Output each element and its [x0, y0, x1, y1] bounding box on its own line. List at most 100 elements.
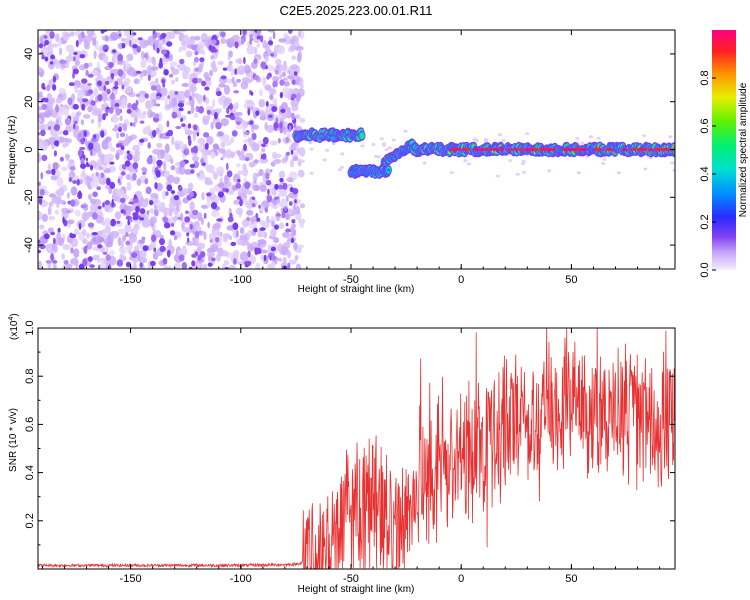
- noise-cell: [200, 158, 205, 164]
- noise-cell: [211, 169, 216, 175]
- noise-cell: [244, 261, 251, 265]
- noise-cell: [266, 124, 274, 133]
- noise-cell: [139, 138, 145, 143]
- noise-cell: [62, 130, 69, 136]
- noise-cell: [177, 93, 182, 102]
- noise-cell: [233, 258, 237, 265]
- noise-cell: [199, 57, 205, 63]
- noise-cell: [290, 237, 295, 244]
- noise-cell: [57, 187, 65, 197]
- noise-cell: [108, 106, 114, 114]
- noise-cell: [217, 60, 224, 65]
- noise-cell: [77, 149, 83, 157]
- noise-cell: [117, 228, 126, 235]
- noise-cell: [122, 123, 128, 132]
- noise-cell: [42, 86, 46, 90]
- noise-cell: [156, 142, 163, 149]
- noise-cell: [102, 202, 105, 208]
- noise-cell: [287, 208, 293, 216]
- noise-cell: [132, 173, 137, 181]
- noise-cell: [62, 142, 67, 148]
- noise-cell: [247, 250, 251, 258]
- noise-cell: [223, 84, 231, 95]
- noise-cell: [56, 129, 63, 136]
- noise-cell: [181, 82, 190, 88]
- noise-cell: [295, 145, 300, 149]
- noise-cell: [133, 223, 140, 231]
- noise-cell: [65, 44, 75, 53]
- noise-cell: [171, 97, 178, 106]
- noise-cell: [65, 61, 70, 69]
- noise-cell: [288, 125, 292, 133]
- noise-cell: [275, 69, 279, 75]
- noise-cell: [87, 175, 91, 186]
- noise-cell: [267, 244, 272, 253]
- noise-cell: [175, 201, 180, 212]
- noise-cell: [198, 106, 205, 114]
- noise-cell: [271, 50, 278, 59]
- noise-cell: [93, 237, 97, 243]
- noise-cell: [78, 133, 82, 137]
- noise-cell: [130, 265, 136, 269]
- noise-cell: [48, 201, 54, 208]
- noise-cell: [144, 93, 149, 99]
- snr-panel: -150 -100 -50 0 50 0.2 0.4 0.6 0.8 1.0 Height of …: [8, 313, 676, 595]
- noise-cell: [298, 30, 302, 38]
- noise-cell: [264, 55, 269, 63]
- noise-cell: [264, 122, 268, 131]
- noise-cell: [156, 47, 160, 54]
- noise-cell: [96, 158, 102, 167]
- noise-cell: [136, 178, 142, 186]
- spectrogram-x-tick-label: -50: [343, 274, 359, 286]
- noise-cell: [70, 199, 76, 207]
- noise-cell: [257, 230, 265, 238]
- noise-cell: [105, 254, 111, 262]
- noise-cell: [267, 188, 270, 196]
- noise-cell: [132, 122, 136, 127]
- signal-cell: [582, 148, 588, 151]
- noise-cell: [115, 152, 120, 160]
- noise-cell: [152, 60, 157, 67]
- noise-cell: [221, 263, 226, 269]
- noise-cell: [287, 30, 293, 34]
- noise-cell: [143, 126, 152, 134]
- noise-cell: [251, 203, 256, 208]
- signal-cell: [464, 148, 470, 151]
- noise-cell: [103, 165, 107, 170]
- noise-cell: [134, 78, 138, 84]
- noise-cell: [237, 65, 245, 75]
- noise-cell: [273, 237, 280, 244]
- noise-cell: [206, 198, 211, 208]
- noise-cell: [215, 122, 222, 130]
- noise-cell: [184, 89, 191, 99]
- noise-cell: [212, 143, 219, 150]
- noise-cell: [124, 208, 131, 217]
- noise-cell: [170, 230, 176, 236]
- noise-cell: [285, 228, 292, 233]
- noise-cell: [90, 100, 96, 106]
- noise-cell: [158, 201, 166, 212]
- noise-cell: [207, 221, 210, 229]
- noise-cell: [87, 222, 95, 228]
- noise-cell: [291, 55, 296, 60]
- noise-cell: [38, 124, 45, 130]
- noise-cell: [128, 238, 133, 247]
- noise-cell: [87, 256, 93, 262]
- noise-cell: [155, 96, 161, 100]
- noise-cell: [154, 209, 159, 217]
- noise-cell: [495, 174, 500, 178]
- noise-cell: [280, 108, 286, 113]
- noise-cell: [236, 196, 242, 200]
- noise-cell: [78, 222, 82, 230]
- noise-cell: [297, 169, 305, 178]
- noise-cell: [97, 80, 102, 87]
- noise-cell: [298, 147, 306, 157]
- noise-cell: [223, 98, 230, 107]
- noise-cell: [197, 254, 202, 261]
- noise-cell: [279, 74, 283, 80]
- noise-cell: [161, 78, 166, 84]
- noise-cell: [230, 115, 236, 121]
- snr-x-label: Height of straight line (km): [298, 584, 415, 595]
- noise-cell: [74, 228, 80, 236]
- noise-cell: [243, 143, 247, 151]
